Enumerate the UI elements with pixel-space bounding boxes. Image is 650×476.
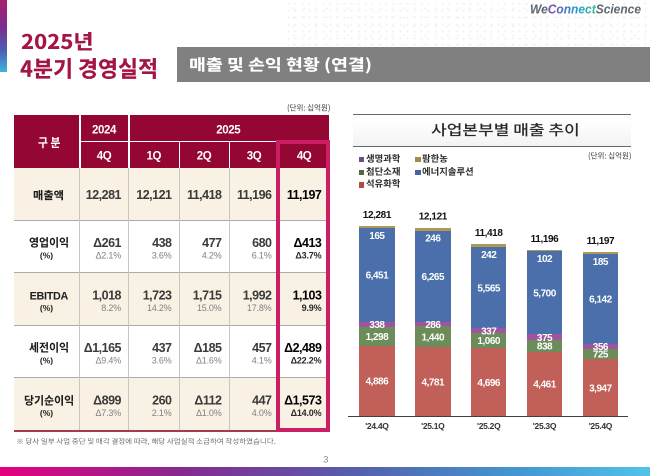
svg-text:1,103: 1,103: [293, 289, 322, 303]
svg-text:1,298: 1,298: [366, 332, 389, 343]
svg-text:4,781: 4,781: [422, 377, 445, 388]
svg-text:Δ3.7%: Δ3.7%: [295, 250, 321, 260]
svg-text:4Q: 4Q: [297, 150, 312, 162]
svg-text:EBITDA: EBITDA: [30, 291, 69, 303]
svg-text:680: 680: [252, 236, 272, 250]
svg-text:15.0%: 15.0%: [197, 303, 222, 313]
svg-text:447: 447: [252, 394, 272, 408]
svg-text:Δ7.3%: Δ7.3%: [95, 408, 121, 418]
svg-text:4Q: 4Q: [97, 150, 112, 162]
svg-text:Δ899: Δ899: [93, 394, 121, 408]
svg-text:3: 3: [323, 455, 328, 466]
svg-text:1,992: 1,992: [243, 289, 272, 303]
svg-text:838: 838: [537, 341, 553, 352]
svg-text:Δ185: Δ185: [194, 341, 222, 355]
svg-text:11,197: 11,197: [587, 236, 615, 247]
svg-text:185: 185: [593, 257, 609, 268]
svg-text:260: 260: [152, 394, 172, 408]
svg-text:9.9%: 9.9%: [302, 303, 322, 313]
svg-text:Δ261: Δ261: [93, 236, 121, 250]
svg-text:4,696: 4,696: [477, 378, 500, 389]
svg-text:375: 375: [537, 333, 553, 344]
svg-text:'25.2Q: '25.2Q: [477, 421, 501, 431]
svg-text:2025: 2025: [216, 124, 241, 136]
svg-text:4.1%: 4.1%: [252, 355, 272, 365]
svg-text:6,142: 6,142: [589, 295, 612, 306]
svg-text:'25.4Q: '25.4Q: [589, 421, 613, 431]
svg-text:Δ14.0%: Δ14.0%: [291, 408, 322, 418]
svg-text:3.6%: 3.6%: [152, 250, 172, 260]
svg-text:725: 725: [593, 350, 609, 361]
svg-text:11,197: 11,197: [287, 188, 322, 202]
svg-text:3,947: 3,947: [589, 384, 612, 395]
svg-text:437: 437: [152, 341, 172, 355]
svg-text:1Q: 1Q: [147, 150, 162, 162]
svg-text:246: 246: [425, 234, 441, 245]
svg-text:3Q: 3Q: [247, 150, 262, 162]
svg-text:Δ1.0%: Δ1.0%: [196, 408, 222, 418]
svg-text:457: 457: [252, 341, 272, 355]
svg-text:6,265: 6,265: [422, 272, 445, 283]
svg-text:165: 165: [369, 231, 385, 242]
svg-text:11,418: 11,418: [187, 188, 222, 202]
svg-text:(%): (%): [40, 355, 53, 365]
svg-text:'25.1Q: '25.1Q: [421, 421, 445, 431]
svg-text:12,281: 12,281: [363, 210, 392, 221]
svg-text:338: 338: [369, 320, 385, 331]
svg-text:8.2%: 8.2%: [101, 303, 121, 313]
svg-text:'24.4Q: '24.4Q: [365, 421, 389, 431]
svg-text:1,715: 1,715: [193, 289, 222, 303]
svg-text:11,196: 11,196: [237, 188, 272, 202]
svg-text:4,886: 4,886: [366, 377, 389, 388]
svg-text:Δ22.2%: Δ22.2%: [291, 355, 322, 365]
svg-text:1,723: 1,723: [143, 289, 172, 303]
svg-text:12,281: 12,281: [86, 188, 122, 202]
svg-text:3.6%: 3.6%: [152, 355, 172, 365]
svg-text:6.1%: 6.1%: [252, 250, 272, 260]
svg-text:1,440: 1,440: [422, 332, 445, 343]
svg-text:337: 337: [481, 326, 497, 337]
svg-text:5,700: 5,700: [533, 288, 556, 299]
svg-text:242: 242: [481, 250, 497, 261]
svg-text:(%): (%): [40, 250, 53, 260]
svg-text:1,060: 1,060: [477, 336, 500, 347]
svg-text:Δ1,165: Δ1,165: [84, 341, 122, 355]
svg-text:14.2%: 14.2%: [147, 303, 172, 313]
svg-text:Δ2.1%: Δ2.1%: [95, 250, 121, 260]
svg-text:286: 286: [425, 320, 441, 331]
svg-text:2.1%: 2.1%: [152, 408, 172, 418]
svg-text:477: 477: [202, 236, 222, 250]
svg-text:438: 438: [152, 236, 172, 250]
svg-text:WeConnectScience: WeConnectScience: [530, 2, 641, 17]
svg-text:2024: 2024: [92, 124, 117, 136]
svg-text:Δ2,489: Δ2,489: [284, 341, 322, 355]
svg-text:2Q: 2Q: [197, 150, 212, 162]
svg-text:6,451: 6,451: [366, 271, 389, 282]
svg-text:Δ9.4%: Δ9.4%: [95, 355, 121, 365]
svg-text:4.2%: 4.2%: [202, 250, 222, 260]
svg-text:Δ1,573: Δ1,573: [284, 394, 322, 408]
svg-text:12,121: 12,121: [136, 188, 172, 202]
svg-text:'25.3Q: '25.3Q: [533, 421, 557, 431]
svg-text:5,565: 5,565: [477, 283, 500, 294]
svg-text:4,461: 4,461: [533, 380, 556, 391]
svg-text:(%): (%): [40, 408, 53, 418]
svg-text:(%): (%): [40, 303, 53, 313]
svg-text:102: 102: [537, 254, 553, 265]
svg-text:356: 356: [593, 342, 609, 353]
svg-text:17.8%: 17.8%: [247, 303, 272, 313]
svg-text:Δ413: Δ413: [294, 236, 322, 250]
svg-text:Δ1.6%: Δ1.6%: [196, 355, 222, 365]
svg-text:12,121: 12,121: [419, 212, 448, 223]
svg-text:1,018: 1,018: [92, 289, 121, 303]
svg-text:11,196: 11,196: [531, 234, 559, 245]
svg-text:4.0%: 4.0%: [252, 408, 272, 418]
svg-text:Δ112: Δ112: [194, 394, 222, 408]
svg-text:11,418: 11,418: [475, 228, 503, 239]
